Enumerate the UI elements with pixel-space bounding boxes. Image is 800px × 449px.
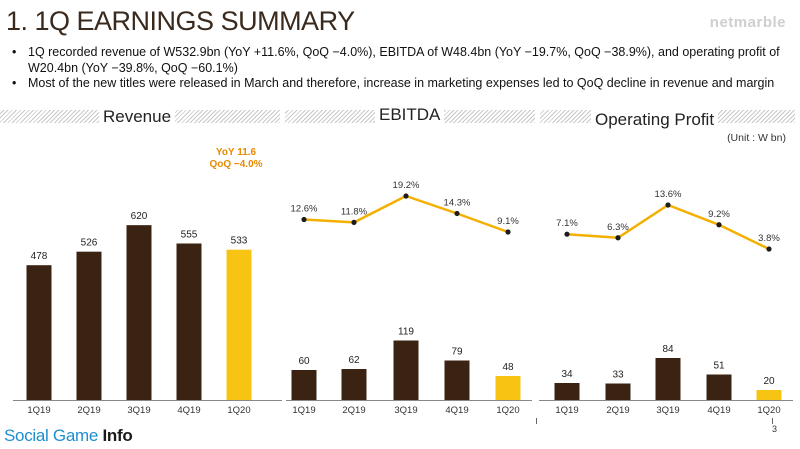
ebitda-margin-label: 14.3%: [444, 197, 471, 208]
op-margin-point: [665, 202, 671, 208]
ebitda-margin-point: [403, 193, 409, 199]
revenue-growth-callout: YoY 11.6 QoQ −4.0%: [200, 147, 272, 171]
footer-logo-part2: Info: [102, 426, 133, 445]
ebitda-margin-line: [303, 194, 509, 234]
op-value-label: 20: [763, 376, 775, 387]
op-bar-4q19: [706, 374, 732, 400]
callout-qoq: QoQ −4.0%: [209, 159, 263, 170]
ebitda-bar-4q19: [444, 360, 470, 400]
op-panel-title: Operating Profit: [591, 110, 719, 130]
op-margin-point: [615, 235, 621, 241]
ebitda-margin-point: [454, 210, 460, 217]
ebitda-margin-point: [301, 216, 307, 223]
revenue-bar-1q20: [226, 249, 252, 400]
ebitda-margin-point: [505, 229, 511, 235]
summary-bullets: 1Q recorded revenue of W532.9bn (YoY +11…: [8, 45, 793, 92]
op-margin-point: [564, 231, 570, 237]
op-category-label: 1Q20: [757, 405, 780, 416]
ebitda-margin-label: 11.8%: [341, 206, 368, 217]
revenue-category-label: 1Q20: [227, 405, 250, 416]
op-margin-point: [716, 222, 722, 228]
op-margin-label: 7.1%: [556, 218, 578, 229]
op-margin-label: 3.8%: [758, 233, 780, 244]
ebitda-value-label: 79: [451, 347, 463, 358]
op-margin-label: 6.3%: [607, 222, 629, 233]
op-value-label: 34: [561, 369, 573, 380]
ebitda-category-label: 3Q19: [394, 405, 417, 416]
ebitda-value-label: 62: [348, 355, 360, 366]
page-number: 3: [772, 424, 778, 434]
revenue-category-label: 1Q19: [27, 405, 50, 416]
page-title: 1. 1Q EARNINGS SUMMARY: [6, 6, 355, 36]
op-margin-label: 13.6%: [655, 189, 682, 200]
ebitda-margin-point: [351, 219, 357, 225]
revenue-bar-2q19: [76, 251, 102, 400]
revenue-value-label: 620: [131, 211, 148, 222]
revenue-panel-title: Revenue: [99, 107, 176, 127]
ebitda-margin-label: 9.1%: [497, 216, 519, 227]
ebitda-bar-2q19: [341, 369, 367, 400]
ebitda-bar-1q19: [291, 370, 317, 400]
summary-bullet: 1Q recorded revenue of W532.9bn (YoY +11…: [8, 45, 793, 76]
ebitda-value-label: 119: [398, 327, 414, 338]
op-category-label: 4Q19: [707, 405, 730, 416]
revenue-value-label: 533: [231, 236, 248, 247]
op-margin-line: [566, 203, 770, 251]
revenue-value-label: 555: [181, 229, 198, 240]
revenue-bar-3q19: [126, 225, 152, 400]
ebitda-value-label: 48: [502, 362, 514, 373]
revenue-category-label: 3Q19: [127, 405, 150, 416]
op-margin-label: 9.2%: [708, 209, 730, 220]
ebitda-category-label: 1Q20: [496, 405, 519, 416]
revenue-bar-1q19: [26, 265, 52, 400]
op-category-label: 2Q19: [606, 405, 629, 416]
revenue-value-label: 526: [81, 238, 98, 249]
ebitda-category-label: 1Q19: [292, 405, 315, 416]
op-value-label: 33: [612, 370, 624, 381]
callout-yoy: YoY 11.6: [215, 147, 257, 158]
footer-logo-part1: Social Game: [4, 426, 103, 445]
ebitda-bar-3q19: [393, 340, 419, 400]
ebitda-margin-label: 19.2%: [393, 180, 420, 191]
op-bar-2q19: [605, 383, 631, 400]
summary-bullet: Most of the new titles were released in …: [8, 76, 793, 92]
ebitda-margin-label: 12.6%: [291, 204, 318, 215]
op-category-label: 1Q19: [555, 405, 578, 416]
op-bar-3q19: [655, 358, 681, 400]
ebitda-bar-1q20: [495, 376, 521, 400]
revenue-bar-4q19: [176, 243, 202, 400]
footer-logo: Social Game Info: [4, 426, 133, 446]
ebitda-value-label: 60: [298, 356, 310, 367]
revenue-value-label: 478: [31, 251, 48, 262]
op-value-label: 51: [713, 361, 725, 372]
unit-note: (Unit : W bn): [727, 132, 786, 144]
revenue-category-label: 4Q19: [177, 405, 200, 416]
brand-logo: netmarble: [709, 14, 786, 31]
op-value-label: 84: [662, 344, 674, 355]
ebitda-panel-title: EBITDA: [375, 105, 445, 125]
revenue-category-label: 2Q19: [77, 405, 100, 416]
op-category-label: 3Q19: [656, 405, 679, 416]
op-margin-point: [766, 246, 772, 252]
ebitda-category-label: 2Q19: [342, 405, 365, 416]
ebitda-category-label: 4Q19: [445, 405, 468, 416]
op-bar-1q19: [554, 383, 580, 400]
op-bar-1q20: [756, 390, 782, 400]
